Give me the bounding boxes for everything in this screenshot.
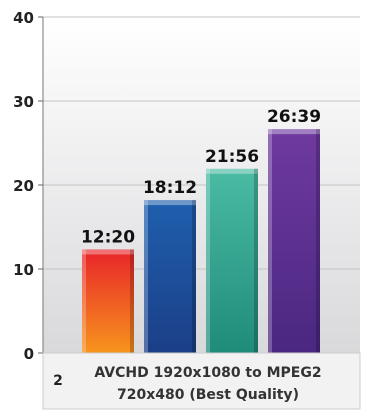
bar-right-bevel	[254, 169, 258, 353]
bar	[268, 129, 320, 353]
bar-left-bevel	[268, 129, 272, 353]
bar-right-bevel	[316, 129, 320, 353]
bar	[82, 249, 134, 353]
y-tick-label: 40	[13, 9, 34, 27]
bar-value-label: 26:39	[267, 107, 321, 127]
bar-value-label: 12:20	[81, 227, 135, 247]
bar-right-bevel	[130, 249, 134, 353]
bar-value-label: 21:56	[205, 147, 259, 167]
bar-body	[268, 129, 320, 353]
y-tick-label: 30	[13, 93, 34, 111]
bar-left-bevel	[206, 169, 210, 353]
bar-body	[206, 169, 258, 353]
bar-left-bevel	[144, 200, 148, 353]
y-tick-label: 20	[13, 177, 34, 195]
y-tick-label: 0	[24, 345, 34, 363]
bar	[144, 200, 196, 353]
bar-right-bevel	[192, 200, 196, 353]
bar-top-bevel	[206, 169, 258, 174]
category-label-line-1: AVCHD 1920x1080 to MPEG2	[94, 365, 321, 381]
category-label-line-2: 720x480 (Best Quality)	[117, 387, 299, 403]
bar-value-label: 18:12	[143, 178, 197, 198]
bar-top-bevel	[82, 249, 134, 254]
category-number: 2	[53, 373, 63, 389]
bar-top-bevel	[144, 200, 196, 205]
bar-left-bevel	[82, 249, 86, 353]
bar-body	[144, 200, 196, 353]
bar-body	[82, 249, 134, 353]
bar	[206, 169, 258, 353]
y-axis: 0 10 20 30 40	[13, 9, 43, 363]
bar-top-bevel	[268, 129, 320, 134]
y-tick-label: 10	[13, 261, 34, 279]
